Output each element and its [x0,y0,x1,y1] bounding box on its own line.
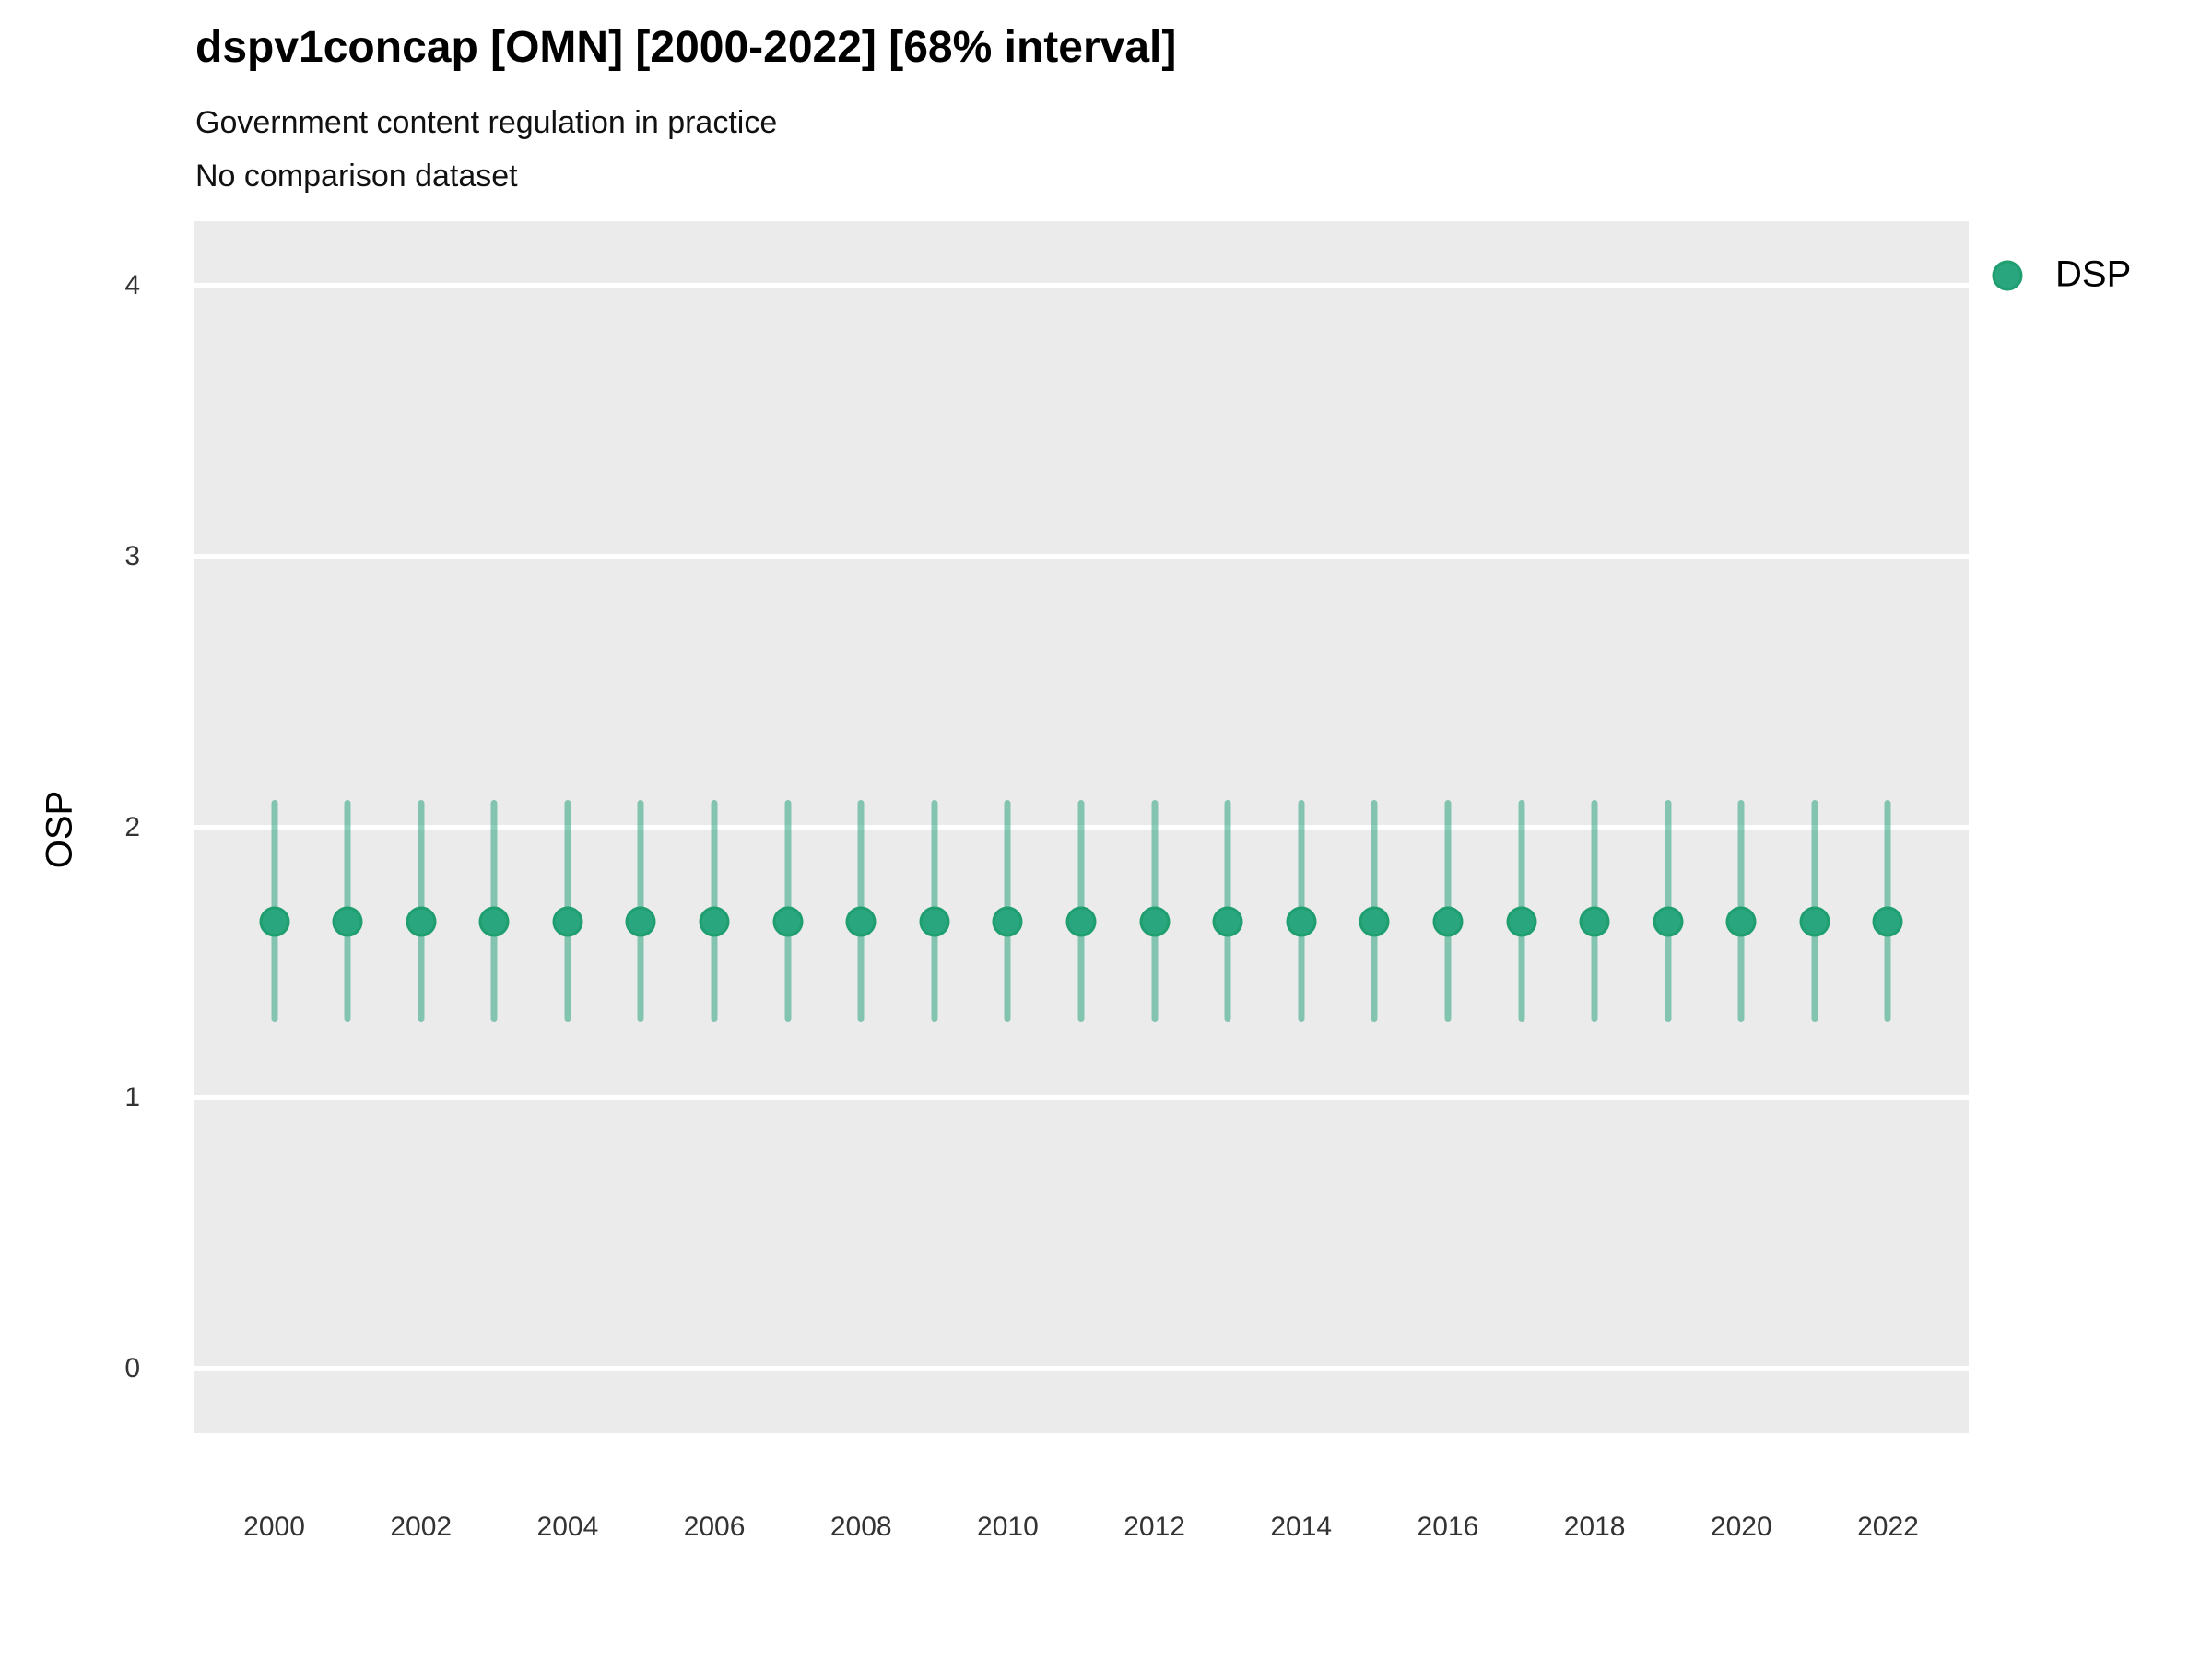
x-tick-label: 2012 [1124,1512,1185,1542]
point-estimate-2008 [845,906,877,937]
legend-circle-icon [1992,260,2023,291]
plot-panel [194,221,1969,1433]
x-tick-label: 2004 [536,1512,599,1542]
point-estimate-2009 [919,906,950,937]
point-estimate-2005 [625,906,656,937]
gridline-y-1 [194,1095,1969,1101]
point-estimate-2019 [1653,906,1684,937]
x-tick-label: 2006 [683,1512,746,1542]
x-tick-label: 2002 [390,1512,453,1542]
gridline-y-4 [194,283,1969,289]
point-estimate-2007 [772,906,804,937]
x-axis-ticks: 2000 2002 2004 2006 2008 2010 2012 2014 2016 2018… [194,1512,1969,1567]
legend: DSP [1991,249,2212,304]
point-estimate-2001 [332,906,363,937]
x-tick-label: 2018 [1563,1512,1626,1542]
x-tick-label: 2008 [830,1512,892,1542]
point-estimate-2004 [552,906,583,937]
y-tick-label: 0 [124,1352,140,1383]
y-tick-label: 4 [124,270,140,301]
point-estimate-2011 [1065,906,1097,937]
point-estimate-2020 [1725,906,1757,937]
point-estimate-2002 [406,906,437,937]
point-estimate-2006 [699,906,730,937]
point-estimate-2017 [1506,906,1537,937]
point-estimate-2015 [1359,906,1390,937]
x-tick-label: 2020 [1710,1512,1772,1542]
point-estimate-2013 [1212,906,1243,937]
chart-subtitle: Government content regulation in practic… [195,105,778,140]
gridline-y-3 [194,553,1969,559]
point-estimate-2018 [1579,906,1610,937]
point-estimate-2003 [478,906,510,937]
point-estimate-2000 [259,906,290,937]
y-tick-label: 1 [124,1082,140,1113]
x-tick-label: 2000 [243,1512,305,1542]
x-tick-label: 2014 [1270,1512,1333,1542]
y-tick-label: 3 [124,540,140,571]
chart-title: dspv1concap [OMN] [2000-2022] [68% inter… [195,23,1177,72]
legend-label: DSP [2055,253,2132,295]
x-tick-label: 2010 [977,1512,1039,1542]
y-tick-label: 2 [124,811,140,842]
point-estimate-2021 [1799,906,1830,937]
point-estimate-2016 [1432,906,1464,937]
point-estimate-2012 [1139,906,1171,937]
x-tick-label: 2022 [1857,1512,1919,1542]
point-estimate-2014 [1286,906,1317,937]
point-estimate-2010 [992,906,1023,937]
x-tick-label: 2016 [1417,1512,1479,1542]
chart-note: No comparison dataset [195,159,518,194]
y-axis-ticks: 0 1 2 3 4 [0,221,143,1433]
gridline-y-0 [194,1365,1969,1371]
point-estimate-2022 [1872,906,1903,937]
